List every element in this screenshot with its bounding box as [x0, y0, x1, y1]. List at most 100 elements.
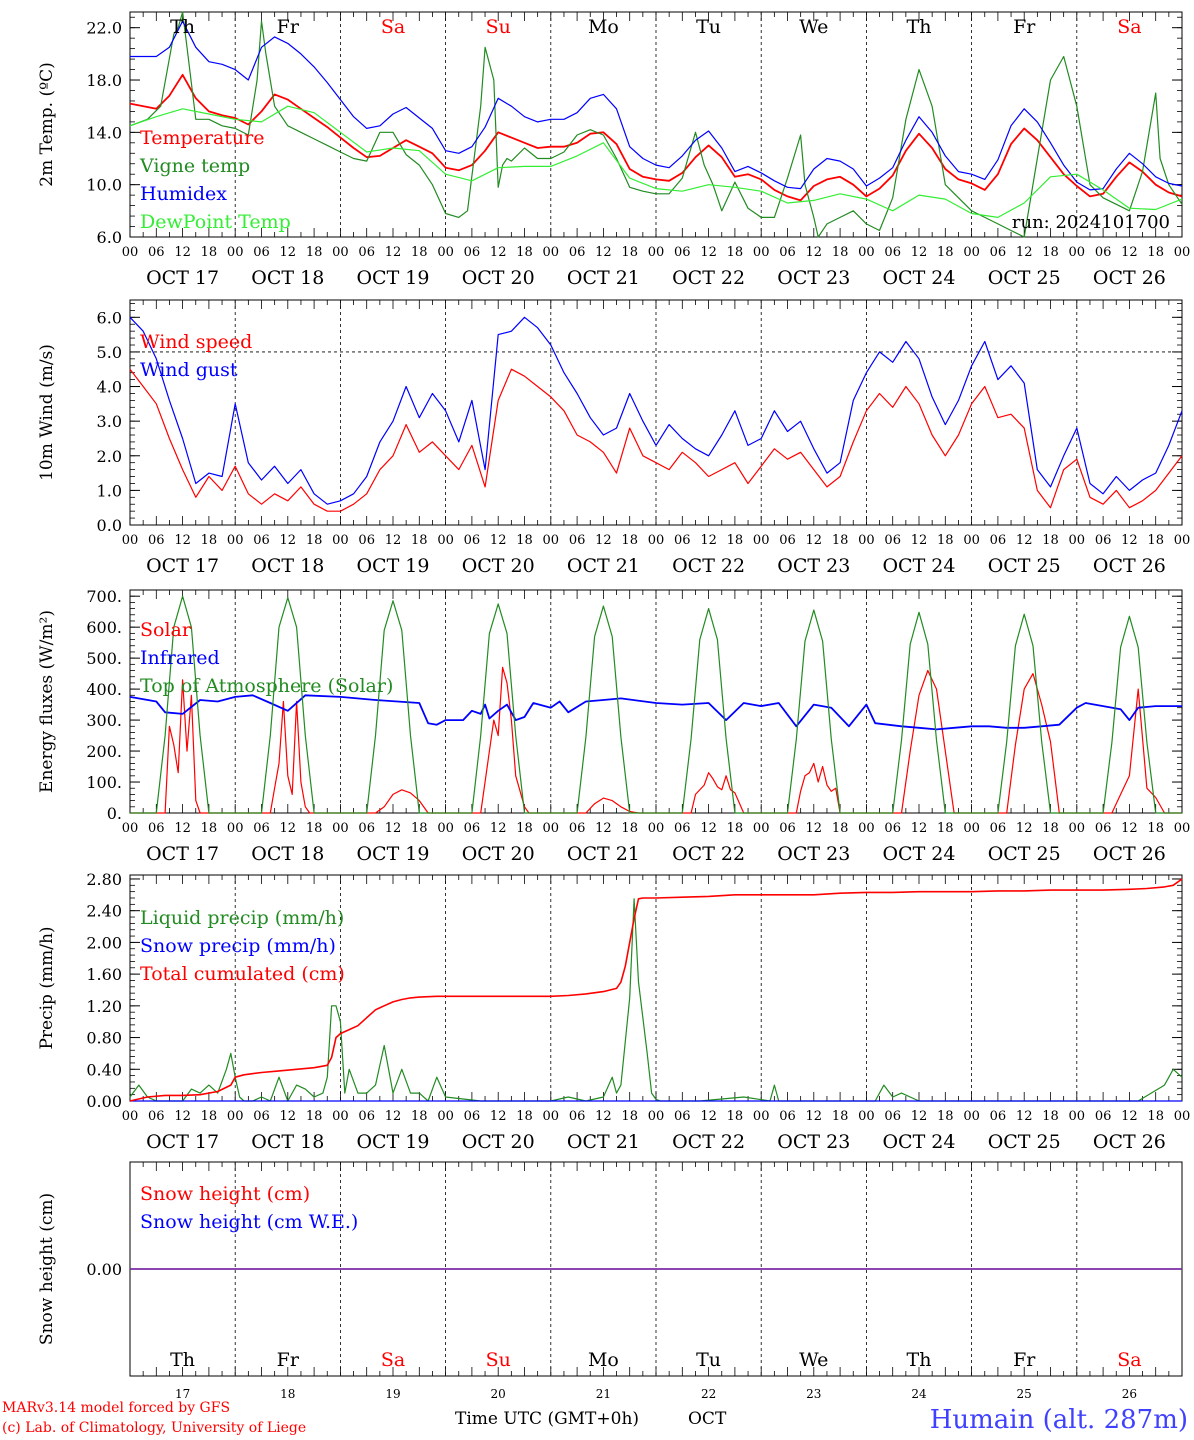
hour-tick-label: 12 [700, 533, 717, 548]
y-tick-label: 0.80 [86, 1029, 122, 1048]
hour-tick-label: 12 [280, 821, 297, 836]
hour-tick-label: 18 [832, 821, 849, 836]
hour-tick-label: 12 [1016, 821, 1033, 836]
weekday-label: Mo [588, 16, 619, 38]
hour-tick-label: 00 [963, 1109, 980, 1124]
day-number-label: 23 [806, 1387, 821, 1401]
weekday-label: Su [486, 16, 511, 38]
hour-tick-label: 06 [148, 245, 165, 260]
legend-entry: Total cumulated (cm) [140, 963, 345, 985]
weekday-label: Fr [1013, 16, 1036, 38]
hour-tick-label: 06 [884, 1109, 901, 1124]
weekday-label: Su [486, 1349, 511, 1371]
y-axis-label: Precip (mm/h) [37, 926, 57, 1049]
hour-tick-label: 12 [1016, 533, 1033, 548]
legend-entry: DewPoint Temp [140, 211, 291, 233]
date-label: OCT 17 [146, 1131, 219, 1153]
date-label: OCT 19 [356, 555, 429, 577]
day-number-label: 22 [701, 1387, 716, 1401]
hour-tick-label: 00 [437, 821, 454, 836]
date-label: OCT 24 [882, 267, 955, 289]
panel-4: 0.00 0.40 0.80 1.20 1.60 2.00 2.40 2.80 Precip (… [37, 870, 1190, 1153]
y-tick-label: 3.0 [97, 412, 122, 431]
hour-tick-label: 18 [727, 533, 744, 548]
y-tick-label: 0. [107, 804, 122, 823]
hour-tick-label: 00 [543, 533, 560, 548]
hour-tick-label: 00 [543, 821, 560, 836]
panel-5: 0.00 Snow height (cm) Snow height (cm) Snow… [37, 1161, 1183, 1401]
date-label: OCT 18 [251, 843, 324, 865]
hour-tick-label: 00 [648, 533, 665, 548]
hour-tick-label: 00 [227, 533, 244, 548]
weekday-label: Fr [277, 1349, 300, 1371]
hour-tick-label: 18 [411, 821, 428, 836]
series-line [129, 368, 1183, 512]
hour-tick-label: 12 [1016, 1109, 1033, 1124]
hour-tick-label: 18 [832, 245, 849, 260]
date-label: OCT 20 [462, 267, 535, 289]
date-label: OCT 18 [251, 267, 324, 289]
hour-tick-label: 06 [779, 1109, 796, 1124]
series-line [129, 11, 1183, 238]
series-line [129, 316, 1183, 505]
run-annotation: run: 2024101700 [1012, 212, 1170, 233]
hour-tick-label: 00 [332, 533, 349, 548]
hour-tick-label: 12 [700, 1109, 717, 1124]
weekday-label: Th [170, 1349, 195, 1371]
panel-2: 0.0 1.0 2.0 3.0 4.0 5.0 6.0 10m Wind (m/s) Wind … [37, 299, 1191, 577]
y-tick-label: 2.80 [86, 870, 122, 889]
hour-tick-label: 00 [122, 821, 139, 836]
date-label: OCT 19 [356, 267, 429, 289]
date-label: OCT 17 [146, 555, 219, 577]
hour-tick-label: 18 [201, 821, 218, 836]
hour-tick-label: 00 [1174, 245, 1191, 260]
hour-tick-label: 06 [358, 821, 375, 836]
hour-tick-label: 18 [411, 1109, 428, 1124]
legend-entry: Snow height (cm W.E.) [140, 1211, 358, 1233]
plot-frame [129, 299, 1183, 526]
hour-tick-label: 18 [1042, 245, 1059, 260]
hour-tick-label: 06 [569, 533, 586, 548]
y-tick-label: 1.20 [86, 997, 122, 1016]
hour-tick-label: 12 [174, 821, 191, 836]
y-tick-label: 0.40 [86, 1060, 122, 1079]
hour-tick-label: 18 [621, 245, 638, 260]
hour-tick-label: 12 [174, 1109, 191, 1124]
legend-entry: Vigne temp [139, 155, 250, 177]
hour-tick-label: 00 [963, 245, 980, 260]
series-line [130, 20, 1183, 191]
legend-entry: Wind speed [140, 331, 252, 353]
hour-tick-label: 00 [1174, 533, 1191, 548]
legend-entry: Infrared [140, 647, 220, 669]
hour-tick-label: 18 [306, 245, 323, 260]
hour-tick-label: 18 [937, 821, 954, 836]
hour-tick-label: 06 [1095, 245, 1112, 260]
hour-tick-label: 18 [306, 821, 323, 836]
hour-tick-label: 06 [253, 1109, 270, 1124]
date-label: OCT 24 [882, 843, 955, 865]
hour-tick-label: 18 [727, 245, 744, 260]
hour-tick-label: 06 [779, 245, 796, 260]
hour-tick-label: 18 [201, 533, 218, 548]
series-line [129, 73, 1183, 202]
hour-tick-label: 18 [1042, 821, 1059, 836]
y-tick-label: 600. [86, 618, 122, 637]
hour-tick-label: 12 [700, 821, 717, 836]
weekday-label: Sa [381, 1349, 405, 1371]
hour-tick-label: 18 [306, 1109, 323, 1124]
date-label: OCT 22 [672, 267, 745, 289]
hour-tick-label: 06 [884, 821, 901, 836]
weekday-label: We [799, 1349, 828, 1371]
hour-tick-label: 12 [385, 245, 402, 260]
hour-tick-label: 18 [621, 1109, 638, 1124]
hour-tick-label: 00 [1174, 1109, 1191, 1124]
y-tick-label: 1.60 [86, 965, 122, 984]
hour-tick-label: 18 [1042, 533, 1059, 548]
hour-tick-label: 00 [963, 821, 980, 836]
y-tick-label: 1.0 [97, 481, 122, 500]
date-label: OCT 25 [988, 555, 1061, 577]
y-tick-label: 2.00 [86, 933, 122, 952]
hour-tick-label: 00 [753, 1109, 770, 1124]
hour-tick-label: 12 [490, 1109, 507, 1124]
y-tick-label: 2.0 [97, 447, 122, 466]
